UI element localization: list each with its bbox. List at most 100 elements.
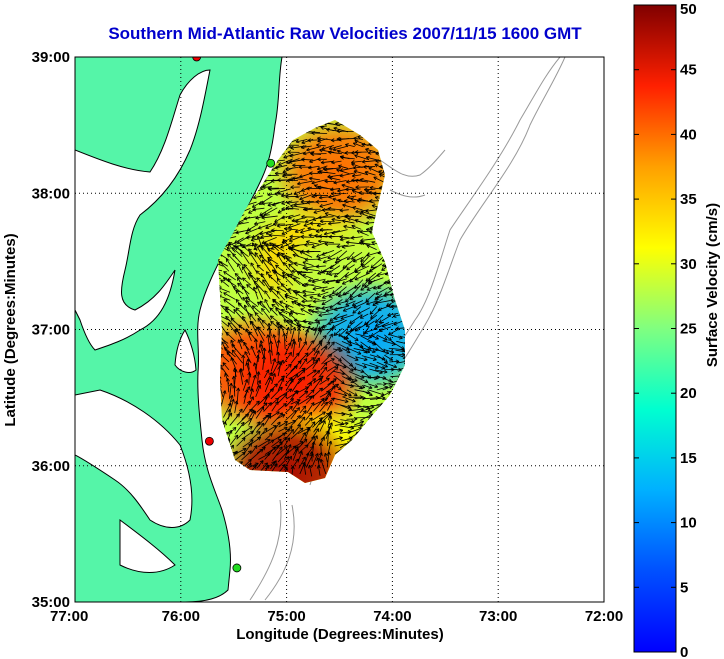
velocity-vector-head [317, 157, 321, 160]
velocity-vector [243, 264, 252, 274]
velocity-vector-head [226, 258, 230, 261]
velocity-vector [354, 272, 370, 281]
velocity-vector-head [342, 264, 345, 269]
velocity-vector-head [318, 313, 322, 316]
velocity-vector-head [259, 300, 262, 305]
velocity-vector-head [394, 364, 398, 368]
velocity-vector-head [267, 349, 270, 353]
velocity-vector-head [315, 199, 320, 203]
velocity-vector [277, 449, 290, 463]
velocity-vector [271, 421, 281, 434]
velocity-vector-head [301, 159, 305, 162]
velocity-vector [312, 417, 323, 428]
velocity-vector-head [290, 186, 294, 190]
velocity-vector-head [364, 187, 368, 191]
velocity-vector-head [297, 303, 301, 307]
velocity-vector [393, 320, 404, 326]
velocity-vector-head [291, 243, 295, 247]
velocity-vector-head [313, 194, 317, 198]
velocity-vector-head [312, 286, 316, 290]
velocity-vector-head [300, 308, 303, 312]
velocity-vector-head [301, 369, 306, 372]
velocity-vector-head [329, 333, 333, 337]
velocity-vector-head [369, 310, 372, 315]
velocity-vector [366, 250, 384, 257]
velocity-vector-head [401, 354, 405, 357]
velocity-vector [368, 389, 385, 396]
velocity-vector-head [233, 375, 236, 380]
velocity-vector [360, 313, 369, 319]
velocity-vector-head [238, 302, 242, 305]
velocity-vector-head [339, 428, 343, 431]
velocity-vector-head [349, 342, 353, 346]
velocity-vector-head [314, 318, 319, 321]
velocity-vector-head [237, 303, 240, 307]
velocity-vector [362, 278, 370, 287]
velocity-vector-head [375, 347, 379, 351]
velocity-vector-head [316, 357, 320, 360]
velocity-vector-head [284, 403, 287, 407]
velocity-vector-head [325, 282, 330, 284]
velocity-vector-head [364, 332, 369, 334]
velocity-vector [218, 357, 223, 371]
velocity-vector [301, 186, 312, 192]
velocity-vector-head [289, 388, 293, 393]
velocity-vector-head [272, 388, 274, 393]
velocity-vector [234, 451, 246, 461]
velocity-vector-head [382, 265, 386, 268]
velocity-vector [262, 425, 277, 435]
velocity-vector [320, 341, 331, 351]
velocity-vector-head [224, 390, 227, 394]
velocity-vector-head [358, 427, 362, 429]
velocity-vector-head [333, 182, 338, 185]
velocity-vector-head [347, 326, 352, 329]
velocity-vector-head [337, 188, 341, 192]
velocity-vector-head [361, 421, 364, 425]
velocity-vector-head [287, 151, 292, 155]
velocity-vector [341, 348, 351, 354]
velocity-vector-head [338, 332, 341, 337]
velocity-vector-head [249, 313, 254, 316]
velocity-vector-head [347, 217, 352, 219]
velocity-vector-head [308, 464, 310, 469]
velocity-vector-head [326, 128, 330, 132]
velocity-vector-head [309, 453, 314, 457]
velocity-vector-head [254, 223, 258, 226]
velocity-vector [311, 453, 319, 467]
velocity-vector-head [255, 270, 258, 275]
velocity-vector-head [318, 377, 322, 381]
velocity-vector [325, 385, 336, 398]
velocity-vector-head [259, 340, 262, 345]
velocity-vector-head [281, 201, 285, 205]
velocity-vector [276, 339, 280, 356]
velocity-vector [334, 265, 348, 278]
velocity-vector-head [313, 209, 317, 213]
velocity-vector-head [350, 235, 354, 239]
velocity-vector-head [310, 310, 314, 314]
velocity-vector [255, 338, 258, 350]
velocity-vector-head [327, 425, 332, 429]
velocity-vector-head [304, 257, 309, 261]
velocity-vector [306, 340, 314, 351]
radar-station-marker [204, 436, 214, 446]
velocity-vector [308, 165, 320, 169]
velocity-vector [341, 382, 354, 388]
velocity-vector-head [297, 181, 301, 185]
velocity-vector-head [230, 382, 233, 387]
velocity-vector [341, 184, 354, 189]
velocity-vector [367, 383, 378, 388]
velocity-vector-head [322, 281, 326, 284]
velocity-vector [262, 439, 275, 448]
velocity-vector-head [375, 291, 379, 295]
velocity-vector-head [356, 200, 361, 203]
velocity-vector-head [305, 439, 308, 443]
velocity-vector-head [353, 169, 358, 172]
velocity-vector-head [317, 457, 321, 461]
velocity-vector-head [285, 421, 288, 425]
velocity-vector-head [372, 359, 377, 361]
y-tick-label: 37:00 [32, 322, 70, 339]
velocity-vector [360, 242, 376, 246]
velocity-vector [374, 342, 386, 353]
velocity-vector-head [341, 246, 346, 249]
velocity-vector-head [272, 373, 276, 377]
